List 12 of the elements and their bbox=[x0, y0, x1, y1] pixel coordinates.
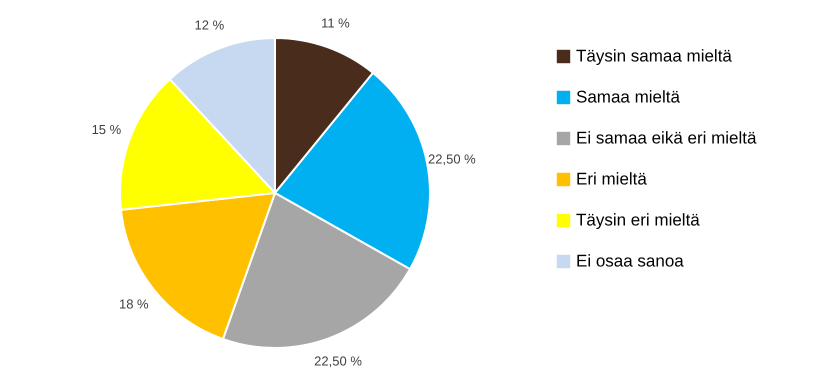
legend-label: Ei samaa eikä eri mieltä bbox=[576, 128, 758, 148]
legend-label: Täysin samaa mieltä bbox=[576, 46, 732, 66]
legend-label: Täysin eri mieltä bbox=[576, 210, 700, 230]
legend-label: Ei osaa sanoa bbox=[576, 252, 684, 270]
data-label: 15 % bbox=[92, 122, 122, 137]
legend-label: Eri mieltä bbox=[576, 170, 648, 188]
data-label: 12 % bbox=[194, 17, 225, 32]
data-label: 18 % bbox=[118, 296, 150, 312]
data-label: 11 % bbox=[321, 15, 350, 30]
data-label: 22,50 % bbox=[314, 354, 362, 369]
data-label: 22,50 % bbox=[428, 152, 476, 167]
legend-label: Samaa mieltä bbox=[576, 88, 680, 106]
